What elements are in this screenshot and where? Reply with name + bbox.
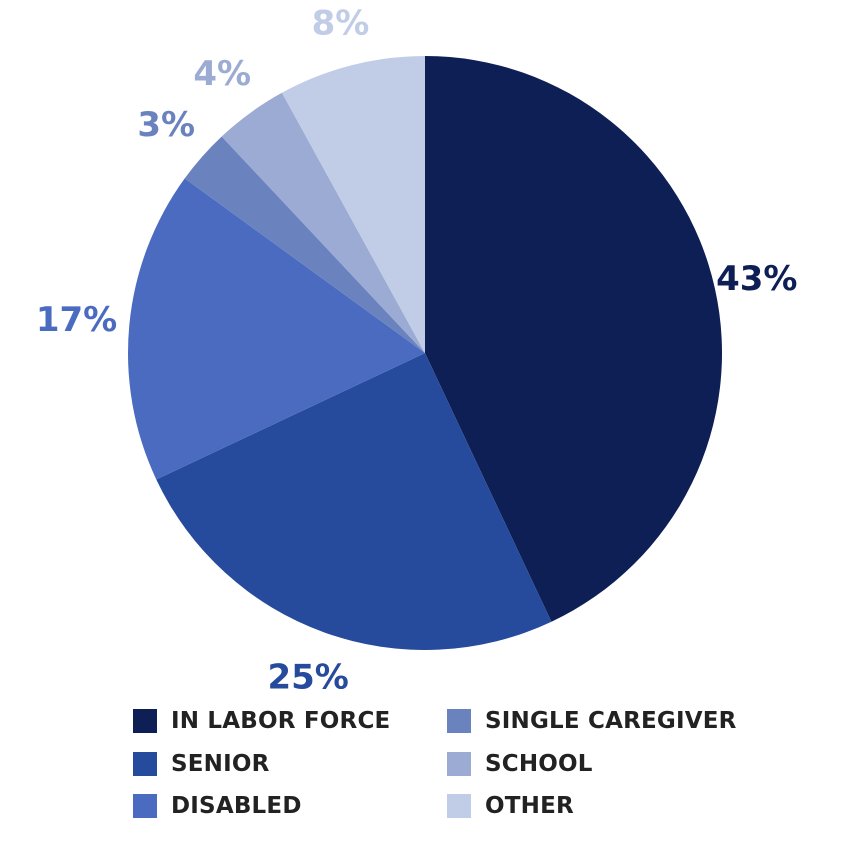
pie-slice-school <box>221 92 425 354</box>
pie-slice-other <box>281 56 425 353</box>
legend-swatch <box>133 709 157 733</box>
legend-swatch <box>133 752 157 776</box>
legend-label: SINGLE CAREGIVER <box>485 708 737 734</box>
pie-slice-single-caregiver <box>184 136 425 353</box>
legend-item-in-labor-force: IN LABOR FORCE <box>133 704 390 738</box>
pie-slice-senior <box>156 353 552 650</box>
legend-swatch <box>447 709 471 733</box>
slice-label-single-caregiver: 3% <box>137 105 195 145</box>
legend-item-single-caregiver: SINGLE CAREGIVER <box>447 704 737 738</box>
legend-swatch <box>447 794 471 818</box>
legend-swatch <box>447 752 471 776</box>
pie-slices <box>128 56 722 650</box>
pie-slice-disabled <box>128 178 426 480</box>
slice-label-disabled: 17% <box>36 300 117 340</box>
legend-label: SENIOR <box>171 751 270 777</box>
legend-swatch <box>133 794 157 818</box>
slice-label-senior: 25% <box>267 658 348 690</box>
legend-item-school: SCHOOL <box>447 747 593 781</box>
legend-label: IN LABOR FORCE <box>171 708 391 734</box>
legend-label: OTHER <box>485 793 574 819</box>
slice-label-in-labor-force: 43% <box>716 259 797 299</box>
slice-label-school: 4% <box>193 54 251 94</box>
pie-slice-in-labor-force <box>425 56 722 622</box>
slice-label-other: 8% <box>312 4 370 44</box>
pie-labels: 43% 25% 17% 3% 4% 8% <box>36 4 798 690</box>
legend-item-other: OTHER <box>447 789 574 823</box>
legend-label: SCHOOL <box>485 751 593 777</box>
legend: IN LABOR FORCE SINGLE CAREGIVER SENIOR S… <box>133 704 773 828</box>
pie-chart: 43% 25% 17% 3% 4% 8% <box>36 4 798 690</box>
legend-label: DISABLED <box>171 793 302 819</box>
legend-item-senior: SENIOR <box>133 747 270 781</box>
legend-item-disabled: DISABLED <box>133 789 302 823</box>
